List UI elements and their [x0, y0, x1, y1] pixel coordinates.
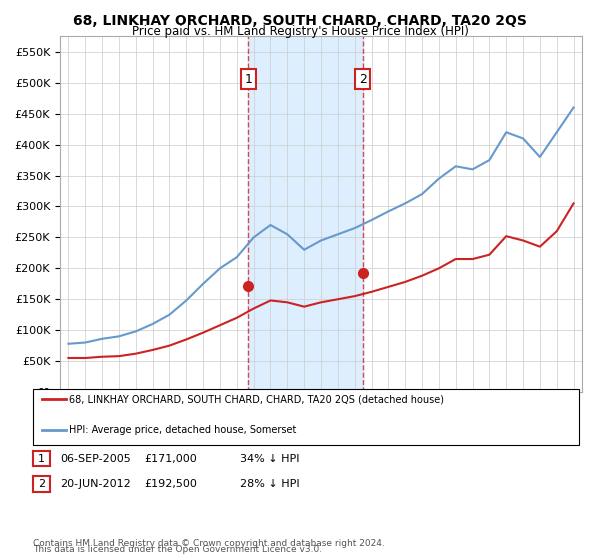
- Text: Contains HM Land Registry data © Crown copyright and database right 2024.: Contains HM Land Registry data © Crown c…: [33, 539, 385, 548]
- Bar: [248, 36, 362, 392]
- Text: 68, LINKHAY ORCHARD, SOUTH CHARD, CHARD, TA20 2QS: 68, LINKHAY ORCHARD, SOUTH CHARD, CHARD,…: [73, 14, 527, 28]
- Text: 1: 1: [244, 73, 252, 86]
- Text: 68, LINKHAY ORCHARD, SOUTH CHARD, CHARD, TA20 2QS (detached house): 68, LINKHAY ORCHARD, SOUTH CHARD, CHARD,…: [69, 394, 444, 404]
- Text: £192,500: £192,500: [144, 479, 197, 489]
- Text: HPI: Average price, detached house, Somerset: HPI: Average price, detached house, Some…: [69, 424, 296, 435]
- Text: £171,000: £171,000: [144, 454, 197, 464]
- Text: 06-SEP-2005: 06-SEP-2005: [60, 454, 131, 464]
- Text: 34% ↓ HPI: 34% ↓ HPI: [240, 454, 299, 464]
- Text: 20-JUN-2012: 20-JUN-2012: [60, 479, 131, 489]
- Text: Price paid vs. HM Land Registry's House Price Index (HPI): Price paid vs. HM Land Registry's House …: [131, 25, 469, 38]
- Text: 28% ↓ HPI: 28% ↓ HPI: [240, 479, 299, 489]
- Text: 2: 2: [38, 479, 45, 489]
- Text: 2: 2: [359, 73, 367, 86]
- Text: This data is licensed under the Open Government Licence v3.0.: This data is licensed under the Open Gov…: [33, 545, 322, 554]
- Text: 1: 1: [38, 454, 45, 464]
